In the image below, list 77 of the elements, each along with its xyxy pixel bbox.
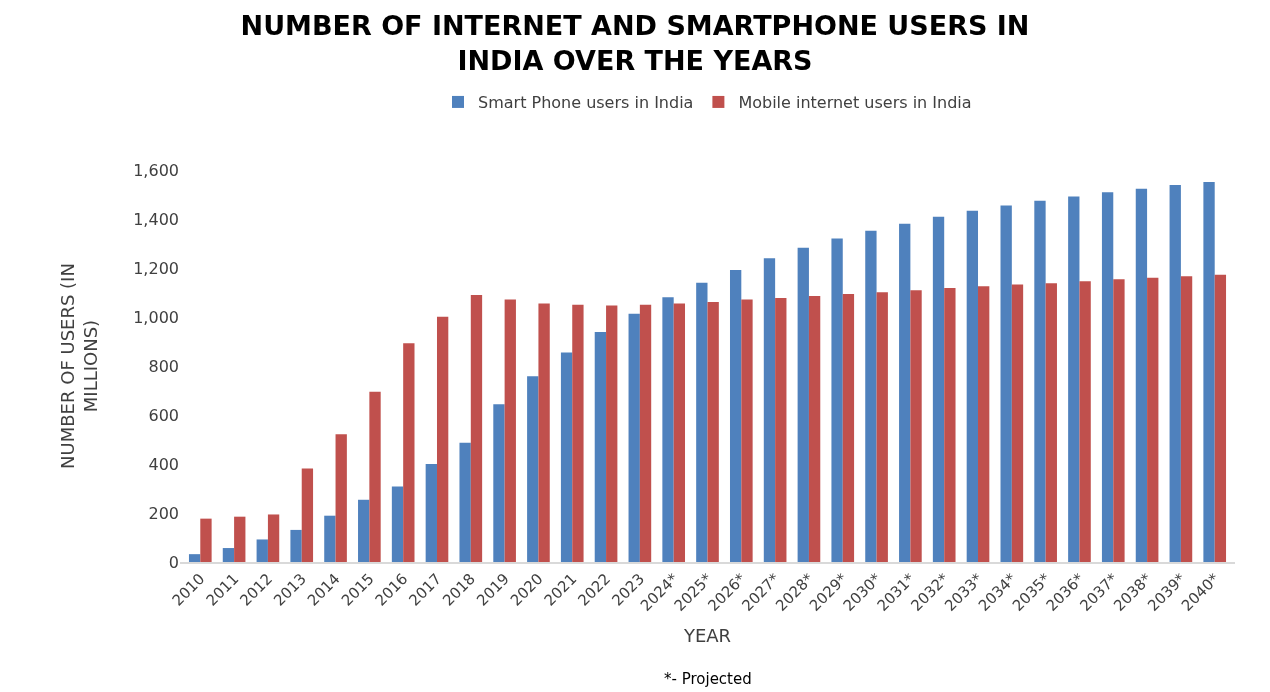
- y-tick-label: 800: [148, 356, 179, 376]
- bar: [763, 258, 776, 562]
- bar: [1034, 200, 1046, 562]
- legend-label: Smart Phone users in India: [478, 93, 694, 113]
- bar: [403, 343, 415, 562]
- bar: [358, 499, 370, 562]
- bar: [808, 295, 821, 562]
- x-axis-title: YEAR: [682, 624, 732, 646]
- y-tick-label: 1,400: [133, 209, 179, 229]
- bar: [932, 216, 945, 562]
- bar: [1203, 182, 1215, 562]
- bar: [910, 290, 922, 562]
- bar: [1079, 281, 1091, 562]
- bar: [1180, 276, 1193, 562]
- bar: [1011, 284, 1024, 562]
- bar: [1147, 277, 1159, 562]
- bar: [775, 297, 787, 562]
- bar: [729, 269, 742, 562]
- y-tick-label: 1,600: [133, 160, 179, 180]
- bar: [1045, 283, 1057, 562]
- bar: [222, 548, 235, 562]
- bar: [594, 331, 607, 562]
- legend-label: Mobile internet users in India: [738, 93, 972, 113]
- bar: [966, 210, 979, 562]
- bar: [865, 230, 877, 562]
- bar: [527, 376, 539, 562]
- bar: [1101, 192, 1114, 562]
- bar: [797, 247, 809, 562]
- bar: [470, 294, 483, 562]
- text: *- Projected: [664, 670, 752, 688]
- y-tick-label: 600: [148, 405, 179, 425]
- bar: [606, 305, 618, 562]
- y-tick-label: 200: [148, 503, 179, 523]
- bar: [696, 282, 708, 562]
- y-tick-label: 1,000: [133, 307, 179, 327]
- bar: [876, 292, 888, 562]
- bar: [425, 464, 437, 562]
- bar: [1000, 205, 1012, 562]
- bar: [369, 391, 381, 562]
- bar: [200, 518, 212, 562]
- y-tick-label: 0: [168, 552, 179, 572]
- y-tick-label: 400: [148, 454, 179, 474]
- y-tick-label: 1,200: [133, 258, 179, 278]
- bar: [1068, 196, 1080, 562]
- bar: [707, 302, 719, 562]
- bar: [290, 529, 302, 562]
- bar: [234, 516, 246, 562]
- bar: [335, 434, 347, 562]
- bar: [391, 486, 404, 562]
- bar: [1135, 188, 1148, 562]
- bar: [324, 515, 336, 562]
- bar: [831, 238, 843, 562]
- bar: [493, 404, 505, 562]
- bar: [978, 286, 990, 562]
- bar: [1214, 274, 1227, 562]
- bar: [256, 539, 268, 562]
- bar: [459, 442, 471, 562]
- bar: [188, 554, 201, 562]
- bar: [301, 468, 314, 562]
- bar: [1113, 279, 1125, 562]
- bar: [899, 223, 911, 562]
- bar: [662, 297, 674, 562]
- bar: [267, 514, 280, 562]
- bar: [560, 352, 573, 562]
- bar: [842, 293, 855, 562]
- chart-title: NUMBER OF INTERNET AND SMARTPHONE USERS IN INDIA OVER THE YEARS: [240, 9, 1030, 76]
- bar: [572, 304, 584, 562]
- bar: [741, 299, 753, 562]
- bar: [436, 316, 449, 562]
- bar: [673, 303, 686, 562]
- bar: [538, 303, 550, 562]
- bar: [944, 288, 956, 562]
- bar: [628, 313, 640, 562]
- bar: [504, 299, 516, 562]
- bar: [1169, 184, 1181, 562]
- y-axis-title: NUMBER OF USERS (IN MILLIONS): [56, 263, 102, 469]
- bar: [639, 304, 652, 562]
